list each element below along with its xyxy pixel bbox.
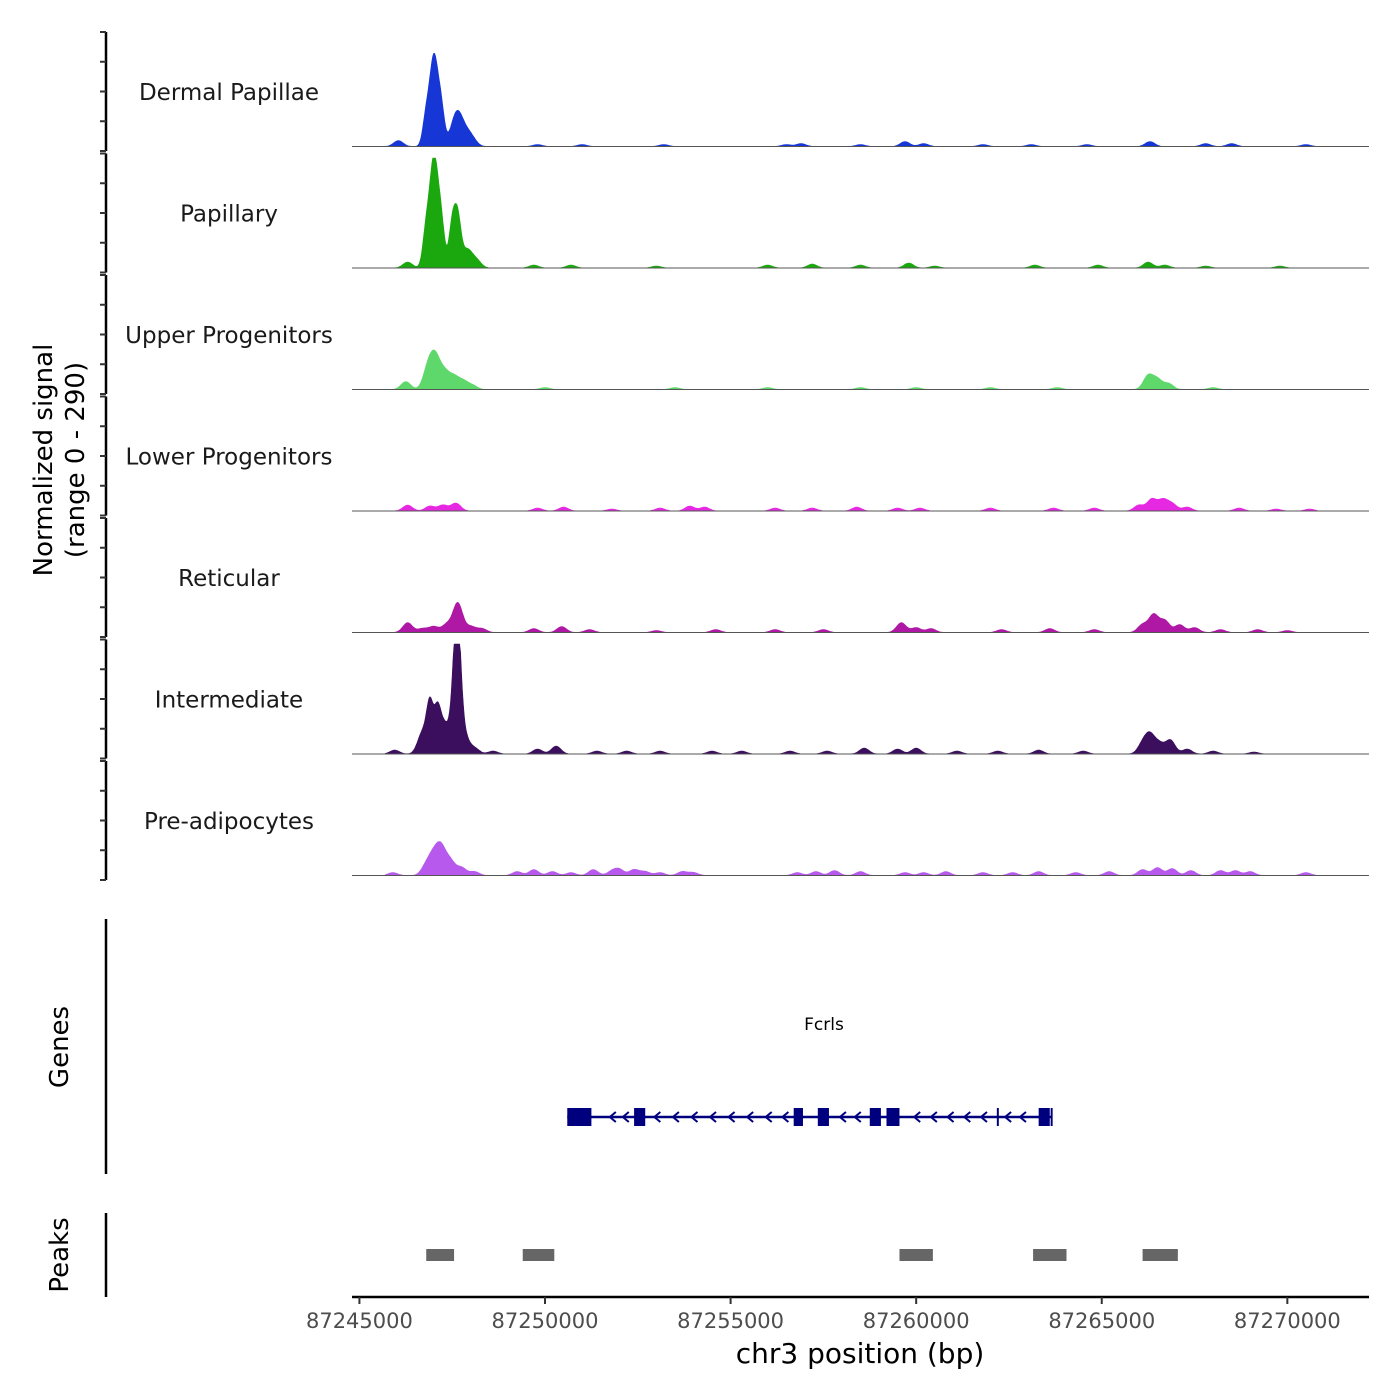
- signal-area: [385, 601, 1317, 633]
- gene-strand-arrow: [689, 1111, 699, 1123]
- gene-exon: [886, 1108, 900, 1126]
- gene-strand-arrow: [962, 1111, 971, 1123]
- track-dermal-papillae: Dermal Papillae: [139, 53, 1369, 147]
- x-tick-label: 87265000: [1048, 1309, 1155, 1333]
- coverage-y-label-line2: (range 0 - 290): [61, 362, 91, 558]
- gene-strand-arrow: [838, 1111, 847, 1123]
- genes-y-label: Genes: [45, 1006, 75, 1088]
- track-label: Lower Progenitors: [126, 445, 333, 471]
- track-label: Upper Progenitors: [125, 323, 333, 349]
- track-label: Intermediate: [155, 688, 303, 714]
- gene-exon: [793, 1108, 803, 1126]
- peaks-y-label: Peaks: [45, 1217, 75, 1292]
- gene-strand-arrow: [764, 1111, 773, 1123]
- track-pre-adipocytes: Pre-adipocytes: [144, 809, 1369, 876]
- gene-model: [567, 1108, 1053, 1126]
- coverage-y-axis: [100, 31, 108, 881]
- gene-exon: [634, 1108, 646, 1126]
- gene-strand-arrow: [608, 1111, 617, 1123]
- track-lower-progenitors: Lower Progenitors: [126, 445, 1369, 512]
- signal-area: [385, 349, 1317, 390]
- track-label: Papillary: [180, 202, 278, 228]
- track-intermediate: Intermediate: [155, 643, 1369, 755]
- gene-exon: [567, 1108, 592, 1126]
- gene-strand-arrow: [671, 1111, 680, 1123]
- x-ticks: 87245000 87250000 87255000 87260000 87265000…: [306, 1297, 1341, 1333]
- gene-strand-arrow: [780, 1111, 790, 1123]
- gene-strand-arrow: [745, 1111, 754, 1123]
- track-reticular: Reticular: [178, 566, 1369, 633]
- gene-strand-arrow: [1018, 1111, 1027, 1123]
- track-label: Dermal Papillae: [139, 80, 319, 106]
- gene-strand-arrow: [912, 1111, 921, 1123]
- gene-strand-arrow: [708, 1111, 717, 1123]
- gene-strand-arrow: [929, 1111, 938, 1123]
- coverage-y-label-line1: Normalized signal: [29, 344, 59, 577]
- x-tick-label: 87270000: [1234, 1309, 1341, 1333]
- coverage-tracks: Dermal Papillae Papillary Upper Progenitor…: [125, 53, 1369, 876]
- peak-region: [899, 1249, 933, 1261]
- peak-region: [426, 1249, 455, 1261]
- x-tick-label: 87255000: [677, 1309, 784, 1333]
- gene-strand-arrow: [979, 1111, 988, 1123]
- track-label: Reticular: [178, 566, 280, 592]
- gene-strand-arrow: [946, 1111, 955, 1123]
- signal-area: [385, 841, 1318, 876]
- peak-region: [522, 1249, 555, 1261]
- signal-area: [385, 497, 1318, 512]
- peak-regions: [426, 1249, 1178, 1261]
- x-axis-title: chr3 position (bp): [736, 1337, 985, 1370]
- gene-strand-arrow: [853, 1111, 862, 1123]
- track-papillary: Papillary: [180, 157, 1369, 269]
- gene-strand-arrow: [621, 1111, 630, 1123]
- peak-region: [1033, 1249, 1067, 1261]
- gene-name-label: Fcrls: [804, 1015, 844, 1035]
- x-tick-label: 87260000: [863, 1309, 970, 1333]
- gene-exon: [869, 1108, 881, 1126]
- track-label: Pre-adipocytes: [144, 809, 314, 835]
- peaks-panel: Peaks: [45, 1213, 1178, 1297]
- x-tick-label: 87245000: [306, 1309, 413, 1333]
- signal-area: [385, 53, 1318, 147]
- gene-strand-arrow: [727, 1111, 736, 1123]
- gene-exon: [817, 1108, 829, 1126]
- signal-area: [385, 643, 1317, 755]
- x-tick-label: 87250000: [492, 1309, 599, 1333]
- gene-strand-arrow: [1003, 1111, 1012, 1123]
- peak-region: [1142, 1249, 1178, 1261]
- x-axis: 87245000 87250000 87255000 87260000 87265000…: [306, 1295, 1369, 1370]
- gene-strand-arrow: [652, 1111, 661, 1123]
- genes-panel: Genes Fcrls: [45, 919, 1053, 1174]
- signal-area: [385, 157, 1317, 269]
- track-upper-progenitors: Upper Progenitors: [125, 323, 1369, 390]
